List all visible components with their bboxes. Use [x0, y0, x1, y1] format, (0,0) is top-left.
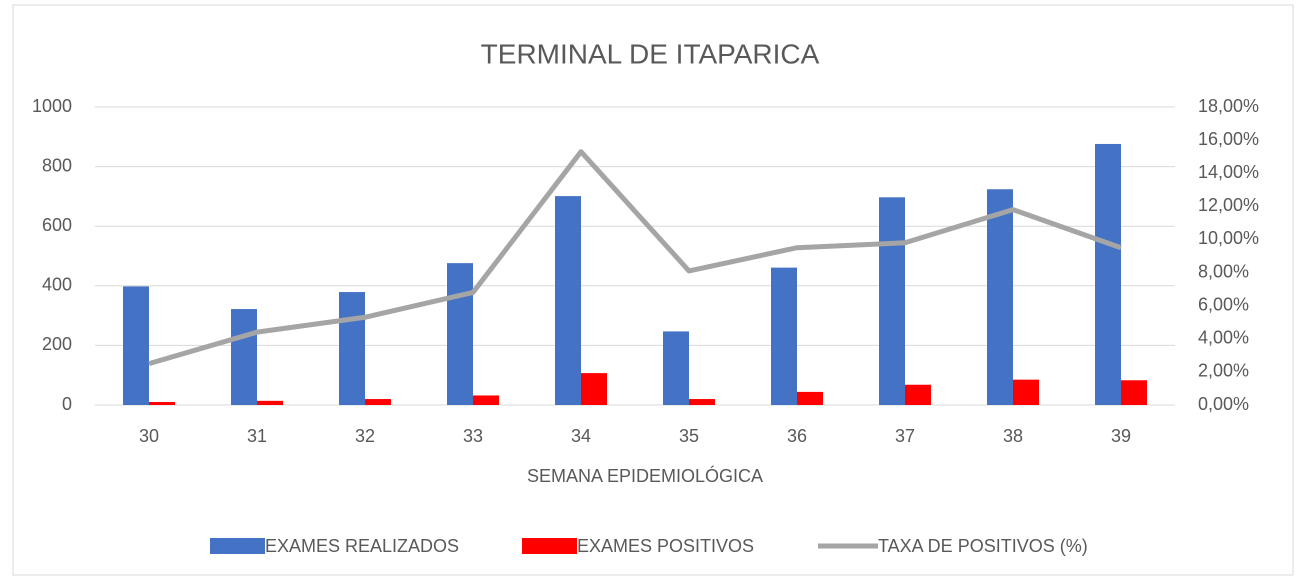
x-tick-label: 33 — [463, 426, 483, 446]
y-tick-label: 200 — [42, 334, 72, 354]
bar — [473, 395, 499, 405]
bar — [447, 263, 473, 405]
x-tick-label: 30 — [139, 426, 159, 446]
bar — [555, 196, 581, 405]
y2-tick-label: 0,00% — [1198, 394, 1249, 414]
legend-swatch — [522, 538, 577, 554]
x-tick-label: 34 — [571, 426, 591, 446]
legend-label: EXAMES POSITIVOS — [577, 536, 754, 556]
bar — [339, 292, 365, 405]
y2-tick-label: 10,00% — [1198, 228, 1259, 248]
y-tick-label: 400 — [42, 275, 72, 295]
y2-tick-label: 4,00% — [1198, 328, 1249, 348]
bar — [365, 399, 391, 405]
bar — [1013, 379, 1039, 405]
bar — [879, 197, 905, 405]
bar — [257, 400, 283, 405]
bar — [231, 309, 257, 405]
y2-tick-label: 14,00% — [1198, 162, 1259, 182]
x-axis-label: SEMANA EPIDEMIOLÓGICA — [527, 465, 763, 486]
x-tick-label: 37 — [895, 426, 915, 446]
y2-tick-label: 8,00% — [1198, 261, 1249, 281]
legend-swatch — [210, 538, 265, 554]
x-tick-label: 36 — [787, 426, 807, 446]
bar — [1095, 143, 1121, 405]
line — [148, 149, 1122, 367]
x-tick-label: 35 — [679, 426, 699, 446]
legend-label: EXAMES REALIZADOS — [265, 536, 459, 556]
y2-tick-label: 2,00% — [1198, 361, 1249, 381]
chart-frame — [12, 4, 1294, 576]
y-tick-label: 1000 — [32, 96, 72, 116]
bar — [123, 286, 149, 405]
y2-tick-label: 12,00% — [1198, 195, 1259, 215]
chart-title: TERMINAL DE ITAPARICA — [481, 38, 820, 69]
bar — [663, 331, 689, 405]
y-tick-label: 600 — [42, 215, 72, 235]
y-tick-label: 0 — [62, 394, 72, 414]
x-tick-label: 32 — [355, 426, 375, 446]
bar — [689, 399, 715, 405]
x-tick-label: 38 — [1003, 426, 1023, 446]
legend-label: TAXA DE POSITIVOS (%) — [878, 536, 1088, 556]
bar — [1121, 380, 1147, 405]
bar — [987, 189, 1013, 405]
y2-tick-label: 6,00% — [1198, 294, 1249, 314]
x-tick-label: 39 — [1111, 426, 1131, 446]
bar — [905, 384, 931, 405]
y2-tick-label: 18,00% — [1198, 96, 1259, 116]
bar — [581, 373, 607, 405]
y2-tick-label: 16,00% — [1198, 129, 1259, 149]
x-tick-label: 31 — [247, 426, 267, 446]
bar — [149, 402, 175, 405]
y-tick-label: 800 — [42, 155, 72, 175]
bar — [771, 267, 797, 405]
bar — [797, 391, 823, 405]
